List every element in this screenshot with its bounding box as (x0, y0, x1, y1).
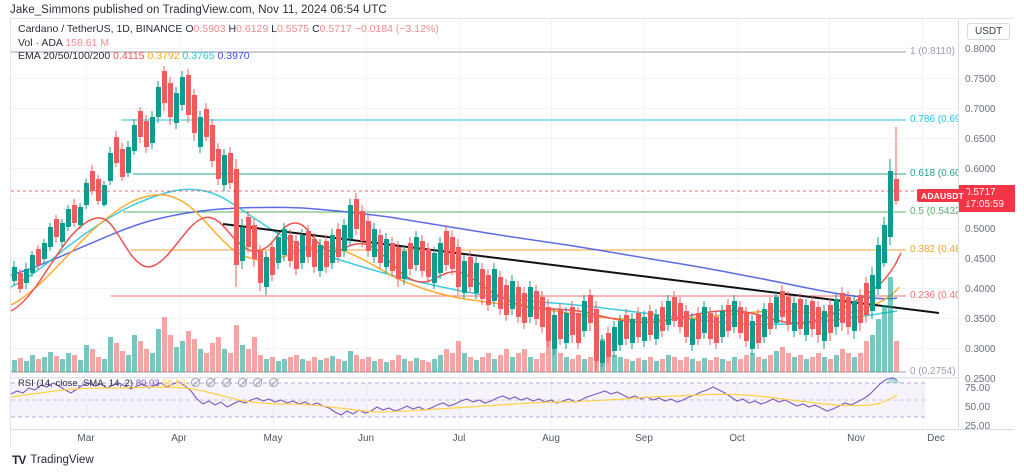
rsi-line (11, 377, 898, 416)
legend-ema200-value: 0.3970 (217, 50, 250, 62)
fib-label-0618[interactable]: 0.618 (0.6064) (910, 168, 958, 179)
time-tick: Dec (927, 433, 945, 444)
time-tick: Sep (635, 433, 653, 444)
fib-label-0[interactable]: 0 (0.2754) (910, 366, 956, 377)
price-tick: 0.7500 (965, 74, 996, 85)
legend-ema100-value: 0.3765 (182, 50, 215, 62)
price-tick: 0.3000 (965, 344, 996, 355)
price-pane[interactable]: Cardano / TetherUS, 1D, BINANCE O0.5903 … (11, 19, 958, 377)
fib-label-1[interactable]: 1 (0.8110) (910, 46, 955, 57)
bar-countdown: 17:05:59 (965, 198, 1004, 210)
tradingview-logo-icon: TV (12, 453, 26, 467)
legend-ema20-value: 0.4115 (113, 50, 145, 62)
price-series-svg (11, 51, 958, 373)
price-tick: 0.2500 (965, 374, 996, 385)
fib-label-0382[interactable]: 0.382 (0.4800) (910, 244, 958, 255)
legend-high-label: H (228, 23, 237, 35)
legend-volume-label[interactable]: Vol · ADA (18, 36, 63, 49)
price-axis[interactable]: USDT 0.8000 0.7500 0.7000 0.6500 0.6000 … (958, 19, 1015, 432)
time-tick: Apr (171, 433, 187, 444)
fib-label-0786[interactable]: 0.786 (0.6964) (910, 114, 958, 125)
time-tick: Mar (77, 433, 95, 444)
attribution-text: Jake_Simmons published on TradingView.co… (10, 4, 387, 16)
rsi-sma-value: 58.56 (162, 378, 186, 389)
no-entry-icon (253, 378, 263, 387)
tradingview-logo-text: TradingView (30, 454, 94, 466)
price-tick: 0.7000 (965, 104, 996, 115)
candlestick-series (12, 66, 899, 371)
pane-divider (11, 377, 958, 378)
rsi-tick: 75.00 (965, 383, 991, 394)
ema200-line (11, 206, 898, 300)
rsi-pane[interactable]: RSI (14, close, SMA, 14, 2) 80.03 58.56 (11, 377, 958, 429)
no-entry-icon (190, 378, 200, 387)
legend-close-value: 0.5717 (319, 23, 352, 35)
time-tick: Jul (452, 433, 466, 444)
footer: TV TradingView (12, 453, 94, 467)
price-tick: 0.4500 (965, 254, 996, 265)
price-tick: 0.6000 (965, 164, 996, 175)
legend-change: −0.0184 (−3.12%) (354, 23, 439, 35)
legend-volume-row: Vol · ADA 158.61 M (18, 37, 439, 51)
legend-open-label: O (185, 23, 194, 35)
legend-high-value: 0.6129 (236, 23, 269, 35)
legend-ema-row: EMA 20/50/100/200 0.4115 0.3792 0.3765 0… (18, 50, 439, 64)
no-entry-icon (237, 378, 247, 387)
last-price-tag[interactable]: 0.5717 17:05:59 (959, 185, 1015, 212)
fib-label-05[interactable]: 0.5 (0.5432) (910, 206, 958, 217)
legend-volume-value: 158.61 M (65, 36, 110, 49)
time-tick: Oct (729, 433, 745, 444)
time-axis[interactable]: Mar Apr May Jun Jul Aug Sep Oct Nov Dec (11, 429, 1014, 448)
rsi-title[interactable]: RSI (14, close, SMA, 14, 2) (18, 378, 134, 389)
symbol-price-flag[interactable]: ADAUSDT (917, 189, 968, 202)
no-entry-icon (206, 378, 216, 387)
price-tick: 0.8000 (965, 44, 996, 55)
no-entry-icon (221, 378, 231, 387)
chart-legend: Cardano / TetherUS, 1D, BINANCE O0.5903 … (18, 23, 439, 64)
currency-unit-badge[interactable]: USDT (967, 23, 1011, 40)
no-entry-icon (268, 378, 278, 387)
legend-symbol[interactable]: Cardano / TetherUS, 1D, BINANCE (18, 23, 183, 35)
plot-area[interactable]: Cardano / TetherUS, 1D, BINANCE O0.5903 … (11, 19, 958, 429)
rsi-series-svg (11, 377, 926, 418)
price-tick: 0.5000 (965, 224, 996, 235)
time-tick: Nov (847, 433, 865, 444)
price-tick: 0.4000 (965, 284, 996, 295)
legend-close-label: C (312, 23, 320, 35)
rsi-tick: 50.00 (965, 402, 991, 413)
rsi-legend: RSI (14, close, SMA, 14, 2) 80.03 58.56 (18, 378, 280, 389)
rsi-tick: 25.00 (965, 421, 991, 432)
legend-low-label: L (271, 23, 278, 35)
rsi-sma-line (11, 386, 898, 413)
time-tick: Jun (357, 433, 375, 444)
rsi-value: 80.03 (135, 378, 160, 389)
price-tick: 0.3500 (965, 314, 996, 325)
legend-symbol-row: Cardano / TetherUS, 1D, BINANCE O0.5903 … (18, 23, 439, 37)
legend-open-value: 0.5903 (193, 23, 226, 35)
legend-ema-label[interactable]: EMA 20/50/100/200 (18, 50, 111, 62)
time-tick: Aug (542, 433, 560, 444)
rsi-overbought-marker (885, 377, 901, 383)
legend-low-value: 0.5575 (277, 23, 310, 35)
chart-frame: Cardano / TetherUS, 1D, BINANCE O0.5903 … (10, 18, 1015, 448)
legend-ema50-value: 0.3792 (147, 50, 180, 62)
price-tick: 0.6500 (965, 134, 996, 145)
fib-label-0236[interactable]: 0.236 (0.4018) (910, 290, 958, 301)
time-tick: May (263, 433, 283, 444)
last-price-value: 0.5717 (965, 187, 996, 198)
